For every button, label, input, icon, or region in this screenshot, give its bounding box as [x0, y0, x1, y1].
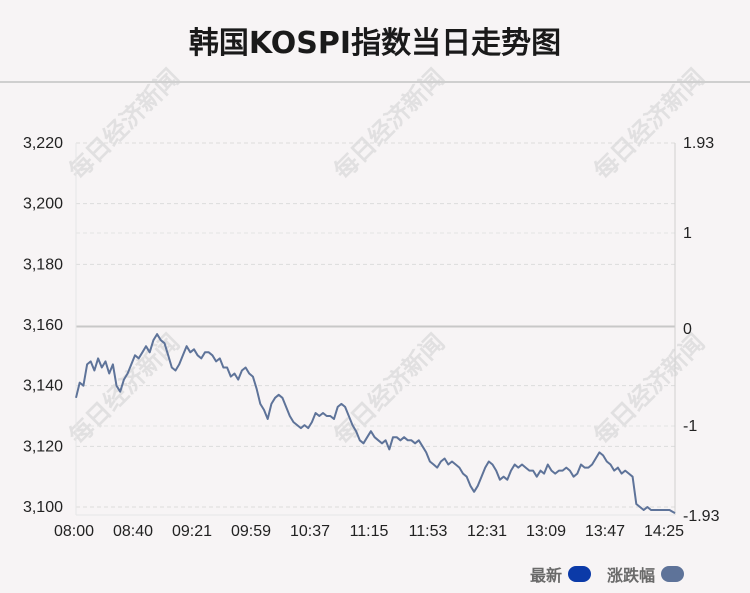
y-right-tick-label: 0: [683, 321, 692, 338]
x-tick-label: 13:47: [585, 523, 625, 540]
y-left-tick-label: 3,200: [23, 196, 63, 213]
x-tick-label: 11:15: [350, 523, 389, 540]
y-axis-right-ticks: 1.93 1 0 -1 -1.93: [683, 135, 720, 525]
y-right-tick-label: -1: [683, 418, 697, 435]
x-axis-ticks: 08:00 08:40 09:21 09:59 10:37 11:15 11:53 12:31…: [54, 523, 684, 540]
x-tick-label: 09:21: [172, 523, 212, 540]
title-divider: [0, 81, 750, 83]
axes: [75, 143, 676, 516]
y-left-tick-label: 3,120: [23, 438, 63, 455]
y-right-tick-label: 1: [683, 225, 692, 242]
legend-label-change: 涨跌幅: [606, 566, 655, 585]
y-left-tick-label: 3,220: [23, 135, 63, 152]
y-right-tick-label: 1.93: [683, 135, 714, 152]
y-left-tick-label: 3,100: [23, 499, 63, 516]
watermark-text: 每日经济新闻: [64, 329, 186, 451]
x-tick-label: 11:53: [409, 523, 448, 540]
y-right-tick-label: -1.93: [683, 508, 720, 525]
series-line-kospi: [75, 333, 676, 514]
legend-swatch-change: [661, 566, 684, 582]
y-axis-left-ticks: 3,220 3,200 3,180 3,160 3,140 3,120 3,100: [23, 135, 63, 516]
x-tick-label: 08:40: [113, 523, 153, 540]
y-left-tick-label: 3,180: [23, 256, 63, 273]
x-tick-label: 13:09: [526, 523, 566, 540]
watermark-text: 每日经济新闻: [329, 64, 451, 186]
watermark-text: 每日经济新闻: [329, 329, 451, 451]
y-left-tick-label: 3,140: [23, 378, 63, 395]
legend-label-latest: 最新: [529, 566, 562, 585]
watermark-text: 每日经济新闻: [589, 64, 711, 186]
chart-title: 韩国KOSPI指数当日走势图: [188, 26, 562, 61]
x-tick-label: 08:00: [54, 523, 94, 540]
series-group: [75, 333, 676, 514]
x-tick-label: 10:37: [290, 523, 330, 540]
x-tick-label: 12:31: [467, 523, 507, 540]
x-tick-label: 14:25: [644, 523, 684, 540]
legend-swatch-latest: [567, 566, 591, 582]
x-tick-label: 09:59: [231, 523, 271, 540]
grid-lines: [76, 142, 675, 508]
legend: 最新 涨跌幅: [530, 563, 684, 585]
watermark-text: 每日经济新闻: [64, 64, 186, 186]
y-left-tick-label: 3,160: [23, 317, 63, 334]
